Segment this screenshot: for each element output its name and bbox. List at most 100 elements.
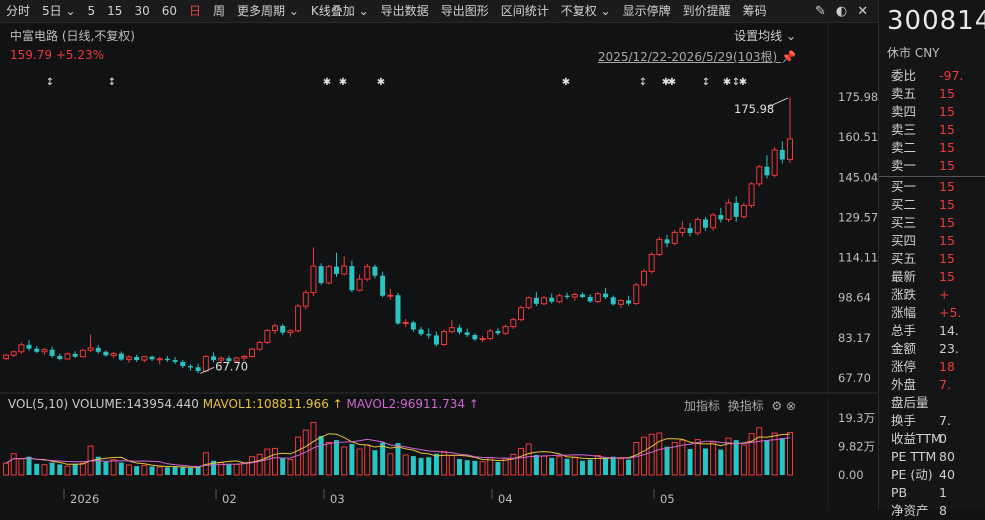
volume-bar[interactable]	[626, 459, 632, 475]
settings-icon[interactable]: ⚙	[771, 399, 783, 413]
candle-body[interactable]	[533, 297, 539, 304]
volume-bar[interactable]	[272, 447, 279, 476]
volume-bar[interactable]	[364, 444, 371, 476]
volume-bar[interactable]	[10, 453, 17, 476]
candle-body[interactable]	[79, 349, 86, 358]
pin-icon[interactable]: 📌	[781, 50, 796, 64]
volume-bar[interactable]	[594, 455, 601, 476]
volume-bar[interactable]	[633, 442, 640, 476]
period-tab-6[interactable]: 日	[189, 4, 202, 18]
volume-bar[interactable]	[95, 456, 101, 475]
candle-body[interactable]	[748, 183, 755, 206]
event-mark-icon[interactable]: ✱	[668, 77, 676, 88]
candle-body[interactable]	[740, 204, 747, 218]
event-mark-icon[interactable]: ↕	[108, 77, 116, 88]
volume-bar[interactable]	[433, 453, 439, 475]
volume-bar[interactable]	[372, 450, 378, 475]
volume-bar[interactable]	[656, 432, 663, 476]
volume-bar[interactable]	[779, 438, 785, 475]
candle-body[interactable]	[718, 215, 724, 220]
period-tab-15[interactable]: 到价提醒	[682, 4, 731, 18]
candle-body[interactable]	[640, 270, 647, 286]
close-circle-icon[interactable]: ⊗	[785, 399, 796, 413]
candle-body[interactable]	[679, 227, 686, 233]
period-tab-2[interactable]: 5	[87, 4, 96, 18]
volume-bar[interactable]	[248, 456, 255, 476]
candle-body[interactable]	[541, 297, 548, 305]
candle-body[interactable]	[671, 231, 678, 244]
event-mark-icon[interactable]: ✱	[723, 77, 731, 88]
candle-body[interactable]	[325, 266, 332, 284]
event-mark-icon[interactable]: ✱	[339, 77, 347, 88]
period-tab-7[interactable]: 周	[213, 4, 226, 18]
volume-bar[interactable]	[517, 447, 524, 476]
candle-body[interactable]	[95, 347, 101, 352]
volume-bar[interactable]	[640, 436, 647, 476]
volume-bar[interactable]	[456, 459, 462, 475]
candle-body[interactable]	[49, 349, 55, 356]
candle-body[interactable]	[295, 305, 302, 332]
volume-bar[interactable]	[280, 457, 286, 475]
period-tab-11[interactable]: 导出图形	[440, 4, 489, 18]
volume-bar[interactable]	[610, 456, 616, 475]
volume-bar[interactable]	[380, 442, 386, 475]
event-mark-icon[interactable]: ↕	[639, 77, 647, 88]
candlestick-chart[interactable]: 175.98 160.51 145.04 129.57 114.11 98.64 83.17…	[0, 23, 878, 510]
candle-body[interactable]	[26, 344, 32, 349]
candle-body[interactable]	[125, 356, 132, 361]
candle-body[interactable]	[510, 319, 517, 328]
candle-body[interactable]	[241, 355, 248, 359]
event-mark-icon[interactable]: ↕	[46, 77, 54, 88]
volume-bar[interactable]	[502, 458, 509, 476]
period-tab-9[interactable]: K线叠加 ⌄	[310, 4, 369, 18]
period-tab-12[interactable]: 区间统计	[500, 4, 549, 18]
period-tab-1[interactable]: 5日 ⌄	[42, 4, 76, 18]
candle-body[interactable]	[264, 330, 271, 343]
volume-bar[interactable]	[125, 464, 132, 476]
candle-body[interactable]	[694, 218, 701, 234]
candle-body[interactable]	[433, 335, 439, 345]
candle-body[interactable]	[525, 297, 532, 309]
volume-bar[interactable]	[671, 442, 678, 476]
period-tab-16[interactable]: 筹码	[742, 4, 767, 18]
candle-body[interactable]	[549, 297, 555, 302]
event-mark-icon[interactable]: ✱	[739, 77, 747, 88]
period-tab-0[interactable]: 分时	[6, 4, 31, 18]
volume-bar[interactable]	[395, 443, 401, 475]
candle-body[interactable]	[64, 353, 71, 360]
candle-body[interactable]	[156, 358, 163, 361]
candle-body[interactable]	[418, 329, 424, 335]
volume-bar[interactable]	[118, 462, 124, 475]
candle-body[interactable]	[626, 300, 632, 304]
candle-body[interactable]	[502, 326, 509, 334]
candle-body[interactable]	[18, 344, 25, 353]
candle-body[interactable]	[702, 219, 708, 228]
candle-body[interactable]	[448, 327, 455, 333]
volume-bar[interactable]	[172, 466, 178, 475]
period-tab-14[interactable]: 显示停牌	[622, 4, 671, 18]
candle-body[interactable]	[287, 330, 294, 334]
volume-bar[interactable]	[341, 446, 348, 476]
volume-bar[interactable]	[733, 440, 739, 475]
volume-bar[interactable]	[541, 455, 548, 476]
volume-bar[interactable]	[764, 440, 770, 475]
volume-bar[interactable]	[748, 433, 755, 476]
volume-bar[interactable]	[57, 464, 63, 475]
volume-bar[interactable]	[211, 460, 217, 475]
candle-body[interactable]	[571, 293, 578, 298]
candle-body[interactable]	[57, 355, 63, 360]
candle-body[interactable]	[380, 275, 386, 296]
volume-bar[interactable]	[787, 431, 793, 476]
volume-bar[interactable]	[18, 458, 25, 476]
candle-body[interactable]	[302, 292, 309, 307]
volume-bar[interactable]	[3, 462, 9, 476]
candle-body[interactable]	[364, 266, 371, 280]
volume-bar[interactable]	[310, 421, 317, 476]
volume-bar[interactable]	[571, 456, 578, 476]
candle-body[interactable]	[164, 358, 170, 361]
candle-body[interactable]	[187, 366, 193, 368]
volume-bar[interactable]	[356, 448, 363, 476]
candle-body[interactable]	[495, 331, 501, 334]
volume-bar[interactable]	[664, 446, 670, 475]
volume-bar[interactable]	[740, 444, 747, 476]
